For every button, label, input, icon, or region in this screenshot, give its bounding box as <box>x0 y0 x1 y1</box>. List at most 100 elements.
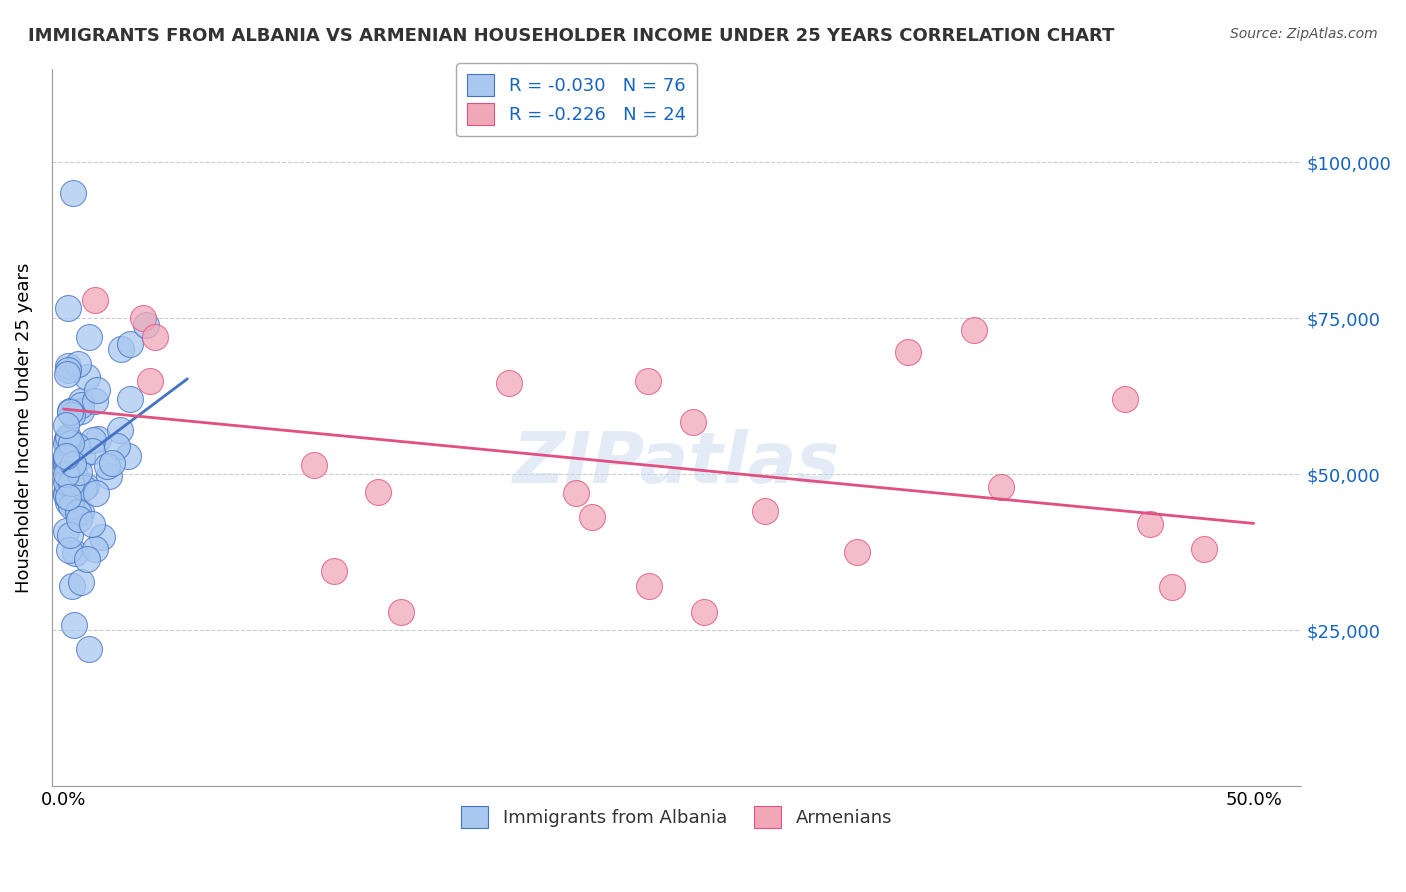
Point <box>98 469 121 483</box>
Point <box>143 330 166 344</box>
Point <box>56 467 79 481</box>
Point <box>120 337 142 351</box>
Point <box>59 528 82 542</box>
Point <box>66 487 89 501</box>
Point <box>62 457 84 471</box>
Point <box>110 343 132 357</box>
Point <box>1139 517 1161 532</box>
Point <box>139 374 162 388</box>
Point <box>963 322 986 336</box>
Point <box>55 459 77 474</box>
Legend: Immigrants from Albania, Armenians: Immigrants from Albania, Armenians <box>454 798 900 835</box>
Point <box>132 311 155 326</box>
Point <box>897 345 920 359</box>
Y-axis label: Householder Income Under 25 years: Householder Income Under 25 years <box>15 262 32 592</box>
Point <box>637 375 659 389</box>
Point <box>55 475 77 490</box>
Point <box>76 551 98 566</box>
Point <box>80 516 103 531</box>
Text: ZIPatlas: ZIPatlas <box>513 429 841 498</box>
Point <box>56 429 79 443</box>
Point <box>56 301 79 315</box>
Point <box>56 432 79 446</box>
Point <box>754 504 776 518</box>
Point <box>58 543 80 558</box>
Point <box>66 438 89 452</box>
Point <box>84 293 107 307</box>
Point <box>55 418 77 433</box>
Point <box>59 499 82 513</box>
Point <box>638 578 661 592</box>
Point <box>1160 580 1182 594</box>
Point <box>367 485 389 500</box>
Point <box>70 450 93 464</box>
Point <box>1194 542 1216 557</box>
Point <box>682 415 704 429</box>
Point <box>86 384 108 398</box>
Point <box>1114 392 1136 406</box>
Point <box>60 579 83 593</box>
Point <box>55 449 77 463</box>
Point <box>59 476 82 491</box>
Point <box>77 642 100 657</box>
Point <box>59 457 82 471</box>
Point <box>101 457 124 471</box>
Point <box>66 505 89 519</box>
Point <box>55 488 77 502</box>
Point <box>60 436 83 450</box>
Point <box>82 433 104 447</box>
Point <box>56 359 79 373</box>
Point <box>693 605 716 619</box>
Point <box>60 408 83 422</box>
Point <box>96 459 118 474</box>
Point <box>62 186 84 201</box>
Point <box>55 474 77 488</box>
Point <box>84 394 107 409</box>
Point <box>67 465 90 479</box>
Point <box>59 449 82 463</box>
Point <box>70 398 93 412</box>
Point <box>323 564 346 578</box>
Point <box>135 318 157 332</box>
Point <box>70 393 93 408</box>
Point <box>389 605 412 619</box>
Point <box>56 490 79 504</box>
Point <box>110 423 132 437</box>
Point <box>63 618 86 632</box>
Point <box>498 376 520 391</box>
Point <box>55 451 77 466</box>
Point <box>91 529 114 543</box>
Point <box>990 479 1012 493</box>
Point <box>304 458 326 473</box>
Point <box>58 495 80 509</box>
Point <box>55 454 77 468</box>
Point <box>70 574 93 589</box>
Point <box>86 432 108 446</box>
Point <box>66 357 89 371</box>
Point <box>76 370 98 384</box>
Point <box>75 479 97 493</box>
Point <box>56 484 79 499</box>
Point <box>70 404 93 418</box>
Point <box>83 542 105 557</box>
Point <box>56 362 79 376</box>
Text: Source: ZipAtlas.com: Source: ZipAtlas.com <box>1230 27 1378 41</box>
Point <box>120 392 142 407</box>
Point <box>55 436 77 450</box>
Point <box>581 510 603 524</box>
Point <box>69 505 91 519</box>
Point <box>56 434 79 449</box>
Point <box>117 449 139 463</box>
Point <box>105 439 128 453</box>
Point <box>77 330 100 344</box>
Point <box>73 481 96 495</box>
Point <box>84 486 107 500</box>
Point <box>59 403 82 417</box>
Point <box>565 486 588 500</box>
Text: IMMIGRANTS FROM ALBANIA VS ARMENIAN HOUSEHOLDER INCOME UNDER 25 YEARS CORRELATIO: IMMIGRANTS FROM ALBANIA VS ARMENIAN HOUS… <box>28 27 1115 45</box>
Point <box>80 444 103 458</box>
Point <box>55 368 77 382</box>
Point <box>63 546 86 560</box>
Point <box>55 524 77 538</box>
Point <box>65 468 87 483</box>
